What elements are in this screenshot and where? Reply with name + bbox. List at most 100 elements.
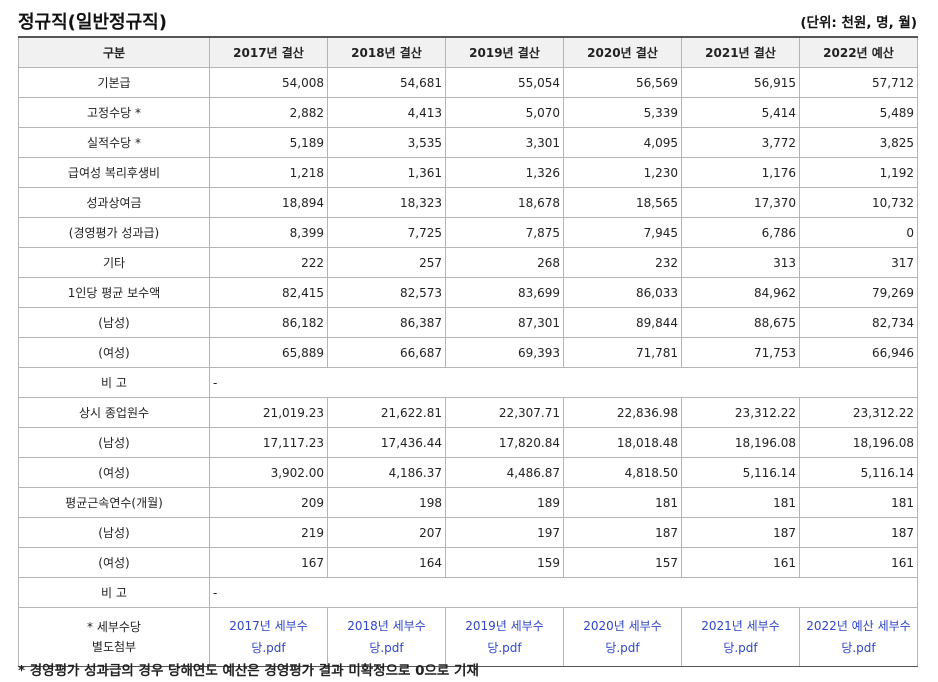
- value-cell: 86,033: [563, 277, 682, 308]
- value-cell: 22,836.98: [563, 397, 682, 428]
- row-label: (여성): [18, 457, 210, 488]
- pdf-file-link[interactable]: 2019년 세부수당.pdf: [465, 619, 544, 655]
- value-cell: 7,945: [563, 217, 682, 248]
- file-cell: 2022년 예산 세부수당.pdf: [799, 607, 918, 667]
- table-row: (여성) 3,902.00 4,186.37 4,486.87 4,818.50 5,11…: [18, 457, 918, 488]
- value-cell: 17,820.84: [445, 427, 564, 458]
- table-row: 1인당 평균 보수액 82,415 82,573 83,699 86,033 84,962…: [18, 277, 918, 308]
- value-cell: 219: [209, 517, 328, 548]
- table-row: (남성) 86,182 86,387 87,301 89,844 88,675 82,734: [18, 307, 918, 338]
- value-cell: 198: [327, 487, 446, 518]
- value-cell: 1,192: [799, 157, 918, 188]
- value-cell: 21,019.23: [209, 397, 328, 428]
- row-label: 고정수당 *: [18, 97, 210, 128]
- table-body: 기본급 54,008 54,681 55,054 56,569 56,915 57,712 고…: [18, 67, 918, 667]
- value-cell: 17,370: [681, 187, 800, 218]
- table-row: 상시 종업원수 21,019.23 21,622.81 22,307.71 22,836…: [18, 397, 918, 428]
- header-2019: 2019년 결산: [445, 36, 564, 68]
- table-row: 비 고-: [18, 577, 918, 608]
- unit-label: (단위: 천원, 명, 월): [800, 15, 917, 31]
- value-cell: 313: [681, 247, 800, 278]
- value-cell: 82,573: [327, 277, 446, 308]
- value-cell: 4,486.87: [445, 457, 564, 488]
- attachment-label-line2: 별도첨부: [91, 640, 137, 654]
- pdf-file-link[interactable]: 2022년 예산 세부수당.pdf: [806, 619, 911, 655]
- value-cell: 1,230: [563, 157, 682, 188]
- value-cell: 82,734: [799, 307, 918, 338]
- table-row: (여성) 167 164 159 157 161 161: [18, 547, 918, 578]
- value-cell: 71,753: [681, 337, 800, 368]
- row-label: (남성): [18, 517, 210, 548]
- value-cell: 18,678: [445, 187, 564, 218]
- value-cell: 1,218: [209, 157, 328, 188]
- value-cell: 66,687: [327, 337, 446, 368]
- value-cell: 187: [799, 517, 918, 548]
- pdf-file-link[interactable]: 2018년 세부수당.pdf: [347, 619, 426, 655]
- table-row: (여성) 65,889 66,687 69,393 71,781 71,753 66,946: [18, 337, 918, 368]
- remark-cell: -: [209, 577, 918, 608]
- pdf-file-link[interactable]: 2020년 세부수당.pdf: [583, 619, 662, 655]
- value-cell: 6,786: [681, 217, 800, 248]
- value-cell: 3,825: [799, 127, 918, 158]
- value-cell: 5,116.14: [681, 457, 800, 488]
- value-cell: 54,008: [209, 67, 328, 98]
- pdf-file-link[interactable]: 2017년 세부수당.pdf: [229, 619, 308, 655]
- row-label: 비 고: [18, 577, 210, 608]
- value-cell: 23,312.22: [799, 397, 918, 428]
- value-cell: 17,117.23: [209, 427, 328, 458]
- remark-cell: -: [209, 367, 918, 398]
- value-cell: 18,196.08: [681, 427, 800, 458]
- value-cell: 317: [799, 247, 918, 278]
- header-2017: 2017년 결산: [209, 36, 328, 68]
- value-cell: 4,413: [327, 97, 446, 128]
- value-cell: 3,772: [681, 127, 800, 158]
- value-cell: 79,269: [799, 277, 918, 308]
- value-cell: 164: [327, 547, 446, 578]
- file-cell: 2017년 세부수당.pdf: [209, 607, 328, 667]
- value-cell: 189: [445, 487, 564, 518]
- value-cell: 18,323: [327, 187, 446, 218]
- value-cell: 181: [563, 487, 682, 518]
- value-cell: 1,326: [445, 157, 564, 188]
- value-cell: 86,182: [209, 307, 328, 338]
- value-cell: 268: [445, 247, 564, 278]
- table-row: 비 고-: [18, 367, 918, 398]
- value-cell: 209: [209, 487, 328, 518]
- value-cell: 7,875: [445, 217, 564, 248]
- value-cell: 5,339: [563, 97, 682, 128]
- row-label: (남성): [18, 307, 210, 338]
- header-2022: 2022년 예산: [799, 36, 918, 68]
- attachment-label-line1: * 세부수당: [87, 620, 141, 634]
- footnote: * 경영평가 성과급의 경우 당해연도 예산은 경영평가 결과 미확정으로 0으…: [18, 663, 479, 679]
- value-cell: 167: [209, 547, 328, 578]
- table-row: 성과상여금 18,894 18,323 18,678 18,565 17,370 10,73…: [18, 187, 918, 218]
- row-label: (여성): [18, 547, 210, 578]
- row-label: 1인당 평균 보수액: [18, 277, 210, 308]
- value-cell: 54,681: [327, 67, 446, 98]
- table-row: (남성) 17,117.23 17,436.44 17,820.84 18,018.48…: [18, 427, 918, 458]
- value-cell: 3,301: [445, 127, 564, 158]
- value-cell: 88,675: [681, 307, 800, 338]
- value-cell: 57,712: [799, 67, 918, 98]
- value-cell: 17,436.44: [327, 427, 446, 458]
- value-cell: 207: [327, 517, 446, 548]
- header-2020: 2020년 결산: [563, 36, 682, 68]
- value-cell: 187: [681, 517, 800, 548]
- value-cell: 3,535: [327, 127, 446, 158]
- value-cell: 83,699: [445, 277, 564, 308]
- value-cell: 161: [681, 547, 800, 578]
- value-cell: 5,414: [681, 97, 800, 128]
- pdf-file-link[interactable]: 2021년 세부수당.pdf: [701, 619, 780, 655]
- value-cell: 4,095: [563, 127, 682, 158]
- value-cell: 197: [445, 517, 564, 548]
- table-row: 기타 222 257 268 232 313 317: [18, 247, 918, 278]
- table-row: 기본급 54,008 54,681 55,054 56,569 56,915 57,712: [18, 67, 918, 98]
- value-cell: 84,962: [681, 277, 800, 308]
- value-cell: 5,189: [209, 127, 328, 158]
- table-row: (경영평가 성과급) 8,399 7,725 7,875 7,945 6,786 0: [18, 217, 918, 248]
- header-2018: 2018년 결산: [327, 36, 446, 68]
- value-cell: 18,894: [209, 187, 328, 218]
- value-cell: 10,732: [799, 187, 918, 218]
